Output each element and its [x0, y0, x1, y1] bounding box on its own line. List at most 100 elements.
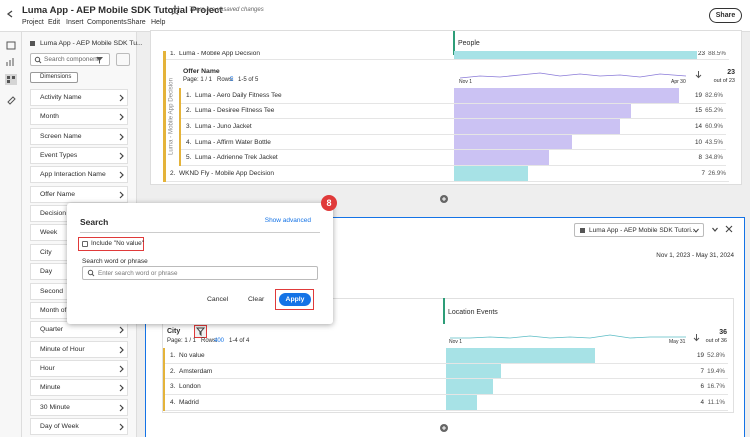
dimension-name: Quarter	[40, 326, 64, 334]
rows-label: Rows:	[201, 338, 218, 344]
dimension-item[interactable]: Event Types	[30, 147, 128, 165]
row-rank: 3.	[170, 383, 176, 391]
dimension-item[interactable]: Hour	[30, 359, 128, 377]
row-value: 8	[698, 154, 702, 162]
show-advanced[interactable]: Show advanced	[264, 217, 311, 224]
freeform-panel: People 1. Luma - Mobile App Decision 23 88.5…	[150, 30, 742, 185]
dimension-name: Week	[40, 229, 58, 237]
dimension-name: Hour	[40, 364, 55, 372]
breakdown-row-wrap: 3. Luma - Juno Jacket 14 60.9%	[179, 119, 741, 135]
menu-item[interactable]: Components	[87, 19, 127, 26]
rail-icon[interactable]	[5, 74, 17, 85]
breakdown-stripe	[163, 64, 166, 166]
table-row: 5. Luma - Adrienne Trek Jacket 8 34.8%	[181, 150, 726, 166]
star[interactable]	[169, 4, 181, 16]
search-dialog: Search Show advanced Include "No value" Sea…	[67, 203, 333, 324]
close[interactable]	[725, 225, 733, 233]
menu-item[interactable]: Project	[22, 19, 44, 26]
value-bar	[446, 395, 478, 410]
row-value: 6	[700, 383, 704, 391]
filter-chip[interactable]: Dimensions	[30, 72, 78, 83]
dimension-name: Minute of Hour	[40, 345, 85, 353]
add-panel[interactable]	[440, 195, 448, 203]
dimension-item[interactable]: Screen Name	[30, 127, 128, 145]
row-label: Luma - Desiree Fitness Tee	[195, 107, 275, 115]
rail-icon[interactable]	[7, 96, 16, 105]
dimension-item[interactable]: 30 Minute	[30, 398, 128, 416]
dimension-item[interactable]: Offer Name	[30, 185, 128, 203]
table-row: 3. Luma - Juno Jacket 14 60.9%	[181, 119, 726, 135]
chevron	[119, 152, 124, 160]
apply-button[interactable]: Apply	[279, 293, 311, 306]
share-button[interactable]: Share	[709, 8, 742, 23]
row-value: 19	[696, 351, 704, 359]
chip-label: Dimensions	[40, 74, 72, 80]
rows-count[interactable]: 400	[214, 338, 225, 344]
rows-count[interactable]: 5	[230, 77, 234, 83]
vertical-dimension: Luma - Mobile App Decision	[167, 77, 175, 156]
menu-item[interactable]: Insert	[66, 19, 84, 26]
chevron	[119, 326, 124, 334]
project-dropdown[interactable]: Luma App - AEP Mobile SDK Tutori...	[574, 223, 704, 237]
dimension-name: Minute	[40, 384, 61, 392]
dimension-item[interactable]: Minute of Hour	[30, 340, 128, 358]
value-bar	[454, 51, 698, 59]
value-bar	[446, 379, 494, 395]
dimension-name: Event Types	[40, 152, 78, 160]
sort-icon[interactable]	[695, 71, 702, 79]
component-search[interactable]: Search component	[30, 53, 110, 66]
row-label: Luma - Juno Jacket	[195, 122, 252, 130]
table-area	[162, 298, 734, 413]
dropdown-label: Luma App - AEP Mobile SDK Tutori...	[589, 227, 697, 234]
search-input[interactable]: Enter search word or phrase	[82, 266, 318, 280]
checkbox[interactable]	[82, 241, 88, 247]
clear-button[interactable]: Clear	[248, 296, 265, 303]
suite-icon	[580, 228, 585, 233]
rail-icon[interactable]	[6, 58, 15, 66]
search-icon	[87, 269, 95, 277]
row-wrap: 3. London 6 16.7%	[163, 379, 733, 396]
dimension-name: Month of Y	[40, 306, 73, 314]
report-suite-icon	[30, 41, 35, 46]
dimension-item[interactable]: Month	[30, 108, 128, 126]
add-panel[interactable]	[440, 424, 448, 432]
chevron	[119, 94, 124, 102]
row-label: Luma - Adrienne Trek Jacket	[195, 154, 278, 162]
chevron	[119, 404, 124, 412]
dimension-item[interactable]: Activity Name	[30, 89, 128, 106]
dimension-header: City	[167, 328, 181, 335]
row-range: 1-5 of 5	[238, 77, 259, 83]
row-percent: 19.4%	[707, 367, 725, 375]
menu-item[interactable]: Share	[127, 19, 146, 26]
table-row: 2. Amsterdam 7 19.4%	[165, 363, 728, 380]
row-label: London	[179, 383, 201, 391]
row-percent: 65.2%	[705, 107, 723, 115]
cancel-button[interactable]: Cancel	[207, 296, 229, 303]
dimension-item[interactable]: Minute	[30, 379, 128, 397]
project-title: Luma App - AEP Mobile SDK Tutorial Proje…	[22, 5, 223, 16]
menu-item[interactable]: Edit	[48, 19, 61, 26]
dimension-name: Screen Name	[40, 132, 82, 140]
row-rank: 4.	[170, 398, 176, 406]
dimension-filter[interactable]	[195, 327, 206, 337]
row-rank: 5.	[186, 154, 192, 162]
value-bar	[454, 150, 549, 165]
row-label: Luma - Aero Daily Fitness Tee	[195, 91, 282, 99]
collapse[interactable]	[712, 227, 718, 232]
chevron	[119, 365, 124, 373]
row-rank: 3.	[186, 122, 192, 130]
filter-icon[interactable]	[96, 57, 103, 64]
row-value: 4	[700, 398, 704, 406]
menu-item[interactable]: Help	[151, 19, 166, 26]
list-options[interactable]	[116, 53, 130, 66]
rail-icon[interactable]	[6, 41, 16, 50]
dimension-item[interactable]: Day of Week	[30, 417, 128, 435]
back-button[interactable]	[6, 10, 13, 18]
dimension-item[interactable]: App Interaction Name	[30, 166, 128, 184]
dimension-name: Day	[40, 268, 53, 276]
left-rail	[0, 32, 22, 437]
sort-icon[interactable]	[693, 334, 700, 342]
input-placeholder: Enter search word or phrase	[98, 270, 178, 277]
row-percent: 11.1%	[707, 398, 725, 406]
value-bar	[446, 348, 595, 363]
